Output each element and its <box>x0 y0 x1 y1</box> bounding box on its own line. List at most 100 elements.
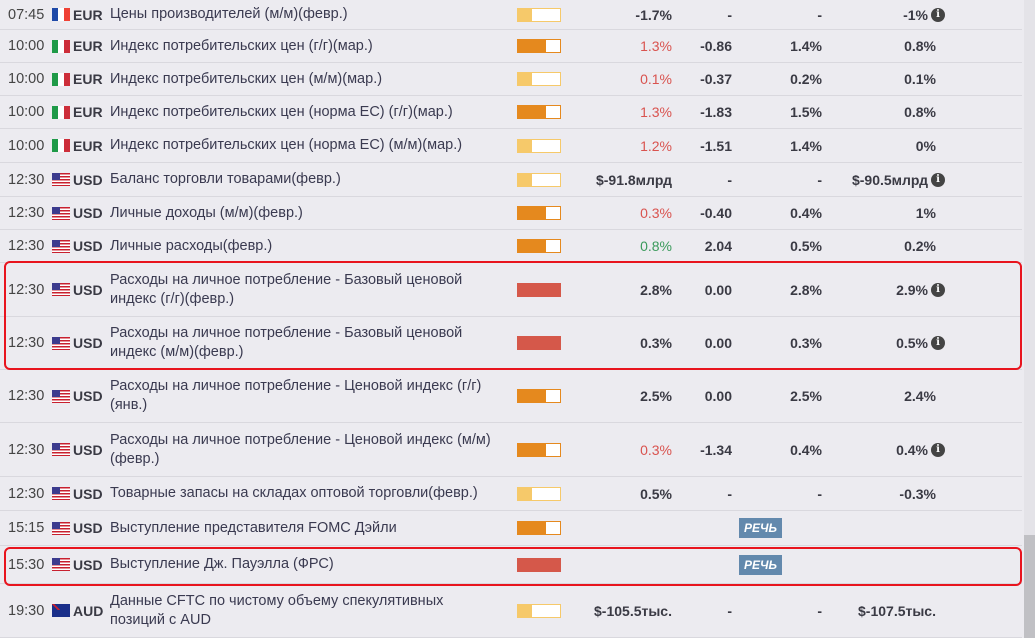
us-flag-icon <box>52 443 70 456</box>
impact-high-indicator <box>517 336 561 350</box>
impact-high-indicator <box>517 282 561 297</box>
event-name[interactable]: Расходы на личное потребление - Базовый … <box>110 271 463 307</box>
consensus-value: 0.4% <box>790 205 822 221</box>
currency: EUR <box>73 38 103 54</box>
speech-badge: РЕЧЬ <box>739 554 782 575</box>
deviation-value: -1.34 <box>700 441 732 458</box>
previous-value: $-107.5тыс. <box>858 602 936 619</box>
actual-value: 2.8% <box>640 281 672 298</box>
event-time: 15:30 <box>8 556 45 573</box>
impact-low-indicator <box>517 603 561 618</box>
currency: USD <box>73 171 103 188</box>
previous-value: 0.5% <box>896 335 928 351</box>
consensus-value: 2.5% <box>790 388 822 404</box>
info-icon[interactable]: i <box>931 7 945 22</box>
table-row[interactable]: 10:00 EUR Индекс потребительских цен (но… <box>0 96 1022 129</box>
table-row[interactable]: 12:30 USD Расходы на личное потребление … <box>0 263 1022 317</box>
table-row[interactable]: 12:30 USD Товарные запасы на складах опт… <box>0 477 1022 511</box>
actual-value: 0.3% <box>640 441 672 458</box>
info-icon[interactable]: i <box>931 282 945 297</box>
table-row[interactable]: 12:30 USD Расходы на личное потребление … <box>0 317 1022 370</box>
previous-value: $-90.5млрд <box>851 171 928 188</box>
table-row[interactable]: 15:15 USD Выступление представителя FOMC… <box>0 511 1022 546</box>
info-icon[interactable]: i <box>931 336 945 350</box>
us-flag-icon <box>52 206 70 220</box>
us-flag-icon <box>52 558 70 571</box>
us-flag-icon <box>52 283 70 296</box>
table-row[interactable]: 10:00 EUR Индекс потребительских цен (м/… <box>0 63 1022 96</box>
us-flag-icon <box>52 521 70 535</box>
currency: USD <box>73 238 103 254</box>
actual-value: 1.3% <box>640 104 672 120</box>
impact-medium-indicator <box>517 521 561 535</box>
event-name[interactable]: Данные CFTC по чистому объему спекулятив… <box>110 592 444 628</box>
actual-value: $-91.8млрд <box>595 171 672 188</box>
event-name[interactable]: Личные расходы(февр.) <box>110 237 273 254</box>
us-flag-icon <box>52 487 70 500</box>
deviation-value: 0.00 <box>704 281 732 298</box>
event-name[interactable]: Индекс потребительских цен (норма ЕС) (м… <box>110 137 463 153</box>
table-row[interactable]: 12:30 USD Расходы на личное потребление … <box>0 370 1022 423</box>
event-name[interactable]: Расходы на личное потребление - Ценовой … <box>110 431 491 467</box>
impact-low-indicator <box>517 138 561 153</box>
event-name[interactable]: Выступление представителя FOMC Дэйли <box>110 519 397 536</box>
deviation-value: - <box>727 6 732 23</box>
event-name[interactable]: Индекс потребительских цен (норма ЕС) (г… <box>110 103 453 120</box>
impact-medium-indicator <box>517 105 561 119</box>
consensus-value: - <box>817 485 822 502</box>
consensus-value: 0.2% <box>790 71 822 87</box>
currency: USD <box>73 205 103 221</box>
previous-value: 0.8% <box>904 38 936 54</box>
event-name[interactable]: Индекс потребительских цен (г/г)(мар.) <box>110 37 373 54</box>
deviation-value: 0.00 <box>704 335 732 351</box>
event-time: 12:30 <box>8 238 45 254</box>
event-time: 12:30 <box>8 335 45 351</box>
currency: USD <box>73 441 103 458</box>
event-time: 12:30 <box>8 388 45 404</box>
scrollbar-track[interactable] <box>1024 0 1035 638</box>
table-row[interactable]: 12:30 USD Личные доходы (м/м)(февр.) 0.3… <box>0 197 1022 230</box>
event-name[interactable]: Товарные запасы на складах оптовой торго… <box>110 485 478 501</box>
event-name[interactable]: Личные доходы (м/м)(февр.) <box>110 204 303 221</box>
table-row[interactable]: 10:00 EUR Индекс потребительских цен (но… <box>0 129 1022 163</box>
table-row[interactable]: 12:30 USD Баланс торговли товарами(февр.… <box>0 163 1022 197</box>
deviation-value: - <box>727 485 732 502</box>
actual-value: 2.5% <box>640 388 672 404</box>
currency: USD <box>73 335 103 351</box>
table-row[interactable]: 10:00 EUR Индекс потребительских цен (г/… <box>0 30 1022 63</box>
consensus-value: 1.5% <box>790 104 822 120</box>
event-name[interactable]: Цены производителей (м/м)(февр.) <box>110 6 348 22</box>
info-icon[interactable]: i <box>931 172 945 187</box>
impact-high-indicator <box>517 557 561 572</box>
currency: USD <box>73 520 103 536</box>
table-row[interactable]: 07:45 EUR Цены производителей (м/м)(февр… <box>0 0 1022 30</box>
impact-low-indicator <box>517 72 561 86</box>
previous-value: 0.2% <box>904 238 936 254</box>
previous-value: 2.9% <box>896 281 928 298</box>
event-name[interactable]: Расходы на личное потребление - Базовый … <box>110 325 463 360</box>
scrollbar-thumb[interactable] <box>1024 535 1035 638</box>
consensus-value: - <box>817 6 822 23</box>
currency: EUR <box>73 137 103 154</box>
us-flag-icon <box>52 389 70 403</box>
impact-medium-indicator <box>517 206 561 220</box>
table-row[interactable]: 15:30 USD Выступление Дж. Пауэлла (ФРС) … <box>0 546 1022 584</box>
consensus-value: - <box>817 171 822 188</box>
event-name[interactable]: Расходы на личное потребление - Ценовой … <box>110 378 482 413</box>
previous-value: 0.8% <box>904 104 936 120</box>
table-row[interactable]: 12:30 USD Личные расходы(февр.) 0.8% 2.0… <box>0 230 1022 263</box>
actual-value: 1.2% <box>640 137 672 154</box>
previous-value: 2.4% <box>904 388 936 404</box>
table-row[interactable]: 19:30 AUD Данные CFTC по чистому объему … <box>0 584 1022 638</box>
event-name[interactable]: Индекс потребительских цен (м/м)(мар.) <box>110 70 383 87</box>
table-row[interactable]: 12:30 USD Расходы на личное потребление … <box>0 423 1022 477</box>
impact-medium-indicator <box>517 442 561 457</box>
event-name[interactable]: Баланс торговли товарами(февр.) <box>110 171 341 187</box>
us-flag-icon <box>52 173 70 186</box>
info-icon[interactable]: i <box>931 442 945 457</box>
us-flag-icon <box>52 239 70 253</box>
event-name[interactable]: Выступление Дж. Пауэлла (ФРС) <box>110 556 334 572</box>
impact-medium-indicator <box>517 39 561 53</box>
it-flag-icon <box>52 139 70 152</box>
impact-low-indicator <box>517 172 561 187</box>
